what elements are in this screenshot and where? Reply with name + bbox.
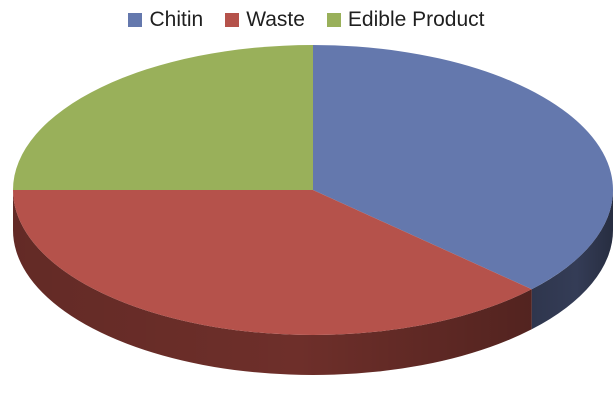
legend-label-edible-product: Edible Product — [347, 8, 485, 31]
pie-slice-edible-product — [13, 45, 313, 190]
pie-sides — [13, 190, 613, 376]
legend-item-waste: Waste — [225, 8, 305, 32]
pie-side-shade-waste — [13, 190, 532, 376]
pie-slice-waste — [13, 190, 532, 336]
legend-item-edible-product: Edible Product — [326, 8, 485, 32]
legend-swatch-edible-product — [326, 13, 341, 27]
chart-legend: Chitin Waste Edible Product — [0, 6, 613, 34]
legend-swatch-waste — [225, 13, 240, 27]
pie-side-shade-chitin — [531, 190, 613, 330]
legend-label-waste: Waste — [246, 8, 305, 31]
pie-slices — [13, 45, 613, 336]
pie-slice-chitin — [313, 45, 613, 290]
legend-label-chitin: Chitin — [149, 8, 204, 31]
legend-swatch-chitin — [128, 13, 143, 27]
legend-item-chitin: Chitin — [128, 8, 203, 32]
